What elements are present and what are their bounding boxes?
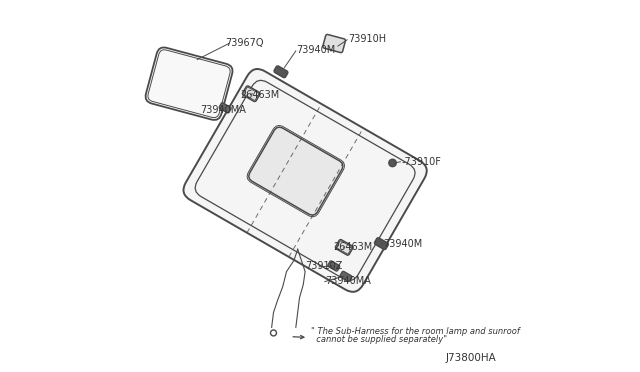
Text: " The Sub-Harness for the room lamp and sunroof: " The Sub-Harness for the room lamp and …	[310, 327, 520, 336]
FancyBboxPatch shape	[184, 69, 427, 292]
Text: 73940MA: 73940MA	[326, 276, 371, 286]
FancyBboxPatch shape	[145, 47, 232, 120]
Text: 73967Q: 73967Q	[225, 38, 264, 48]
Text: 26463M: 26463M	[240, 90, 279, 100]
FancyBboxPatch shape	[323, 35, 346, 52]
Text: 73940MA: 73940MA	[200, 105, 246, 115]
FancyBboxPatch shape	[328, 261, 340, 271]
FancyBboxPatch shape	[274, 66, 288, 78]
Text: J73800HA: J73800HA	[446, 353, 497, 363]
FancyBboxPatch shape	[219, 103, 231, 113]
Text: 73910H: 73910H	[348, 34, 386, 44]
FancyBboxPatch shape	[340, 271, 352, 282]
FancyBboxPatch shape	[374, 238, 388, 250]
Text: 73910Z: 73910Z	[305, 261, 342, 271]
Text: 73940M: 73940M	[296, 45, 335, 55]
Circle shape	[271, 330, 276, 336]
Text: -73910F: -73910F	[401, 157, 441, 167]
Text: 26463M: 26463M	[333, 243, 372, 252]
FancyBboxPatch shape	[243, 86, 260, 102]
Text: cannot be supplied separately": cannot be supplied separately"	[310, 335, 447, 344]
FancyBboxPatch shape	[249, 127, 343, 215]
FancyBboxPatch shape	[335, 240, 353, 255]
Text: 73940M: 73940M	[383, 239, 422, 248]
Circle shape	[389, 159, 396, 167]
